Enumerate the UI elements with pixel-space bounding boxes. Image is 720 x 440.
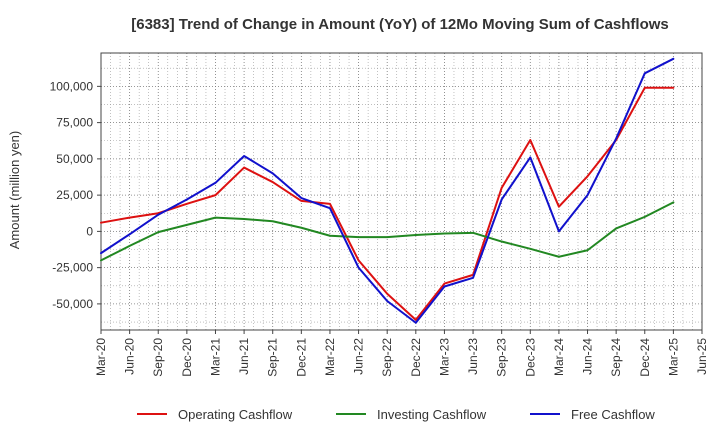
legend: Operating Cashflow Investing Cashflow Free… (137, 407, 655, 422)
series-line-operating-cashflow (100, 86, 675, 321)
x-tick-label: Sep-23 (495, 338, 509, 377)
series-line-investing-cashflow (100, 201, 675, 262)
x-tick-label: Dec-20 (180, 338, 194, 377)
x-tick-label: Mar-25 (666, 338, 680, 376)
y-axis-label: Amount (million yen) (7, 131, 22, 250)
x-tick-label: Mar-20 (94, 338, 108, 376)
y-tick-label: -50,000 (52, 297, 93, 311)
x-tick-label: Jun-23 (466, 338, 480, 375)
x-axis-ticks: Mar-20 Jun-20 Sep-20 Dec-20 Mar-21 Jun-21 Sep-… (94, 330, 709, 377)
y-tick-label: 100,000 (50, 79, 94, 93)
y-tick-label: -25,000 (52, 261, 93, 275)
x-tick-label: Jun-25 (695, 338, 709, 375)
y-tick-label: 50,000 (56, 152, 93, 166)
x-tick-label: Sep-24 (609, 338, 623, 377)
x-tick-label: Mar-24 (552, 338, 566, 376)
legend-label: Investing Cashflow (377, 407, 487, 422)
y-tick-label: 25,000 (56, 188, 93, 202)
y-tick-label: 0 (86, 224, 93, 238)
x-tick-label: Dec-22 (409, 338, 423, 377)
x-tick-label: Dec-21 (294, 338, 308, 377)
legend-label: Operating Cashflow (178, 407, 293, 422)
x-tick-label: Mar-21 (208, 338, 222, 376)
x-tick-label: Sep-21 (266, 338, 280, 377)
x-tick-label: Mar-22 (323, 338, 337, 376)
y-axis-ticks: -50,000 -25,000 0 25,000 50,000 75,000 100,000 (50, 79, 101, 311)
x-tick-label: Jun-21 (237, 338, 251, 375)
chart-title: [6383] Trend of Change in Amount (YoY) o… (131, 16, 669, 33)
x-tick-label: Jun-20 (123, 338, 137, 375)
x-tick-label: Jun-24 (581, 338, 595, 375)
plot-area (100, 52, 703, 331)
series-line-free-cashflow (100, 57, 675, 324)
x-tick-label: Sep-20 (151, 338, 165, 377)
x-tick-label: Dec-24 (638, 338, 652, 377)
x-tick-label: Dec-23 (523, 338, 537, 377)
y-tick-label: 75,000 (56, 116, 93, 130)
x-tick-label: Sep-22 (380, 338, 394, 377)
series-lines (100, 57, 675, 324)
legend-label: Free Cashflow (571, 407, 655, 422)
x-tick-label: Mar-23 (437, 338, 451, 376)
grid (100, 53, 703, 330)
x-tick-label: Jun-22 (352, 338, 366, 375)
